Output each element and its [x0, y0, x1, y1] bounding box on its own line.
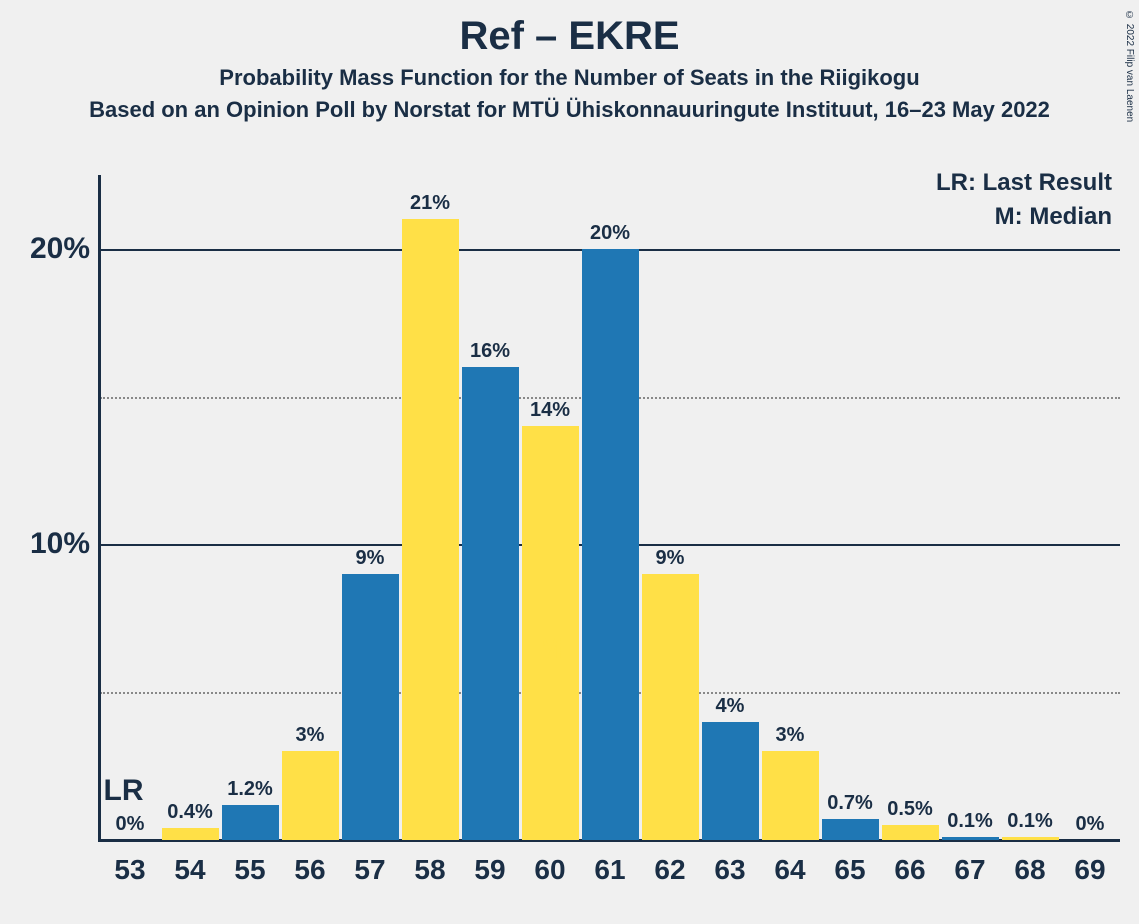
- xtick-label: 69: [1074, 840, 1105, 886]
- xtick-label: 65: [834, 840, 865, 886]
- xtick-label: 68: [1014, 840, 1045, 886]
- bar: 20%: [582, 249, 639, 840]
- bar-value-label: 4%: [716, 695, 745, 718]
- bar: 21%: [402, 219, 459, 840]
- bar-value-label: 3%: [776, 724, 805, 747]
- bar: 1.2%: [222, 805, 279, 840]
- bar: 3%: [762, 751, 819, 840]
- bar: 9%: [342, 574, 399, 840]
- bar: 16%: [462, 367, 519, 840]
- xtick-label: 66: [894, 840, 925, 886]
- bar-value-label: 14%: [530, 399, 570, 422]
- ytick-label: 10%: [30, 527, 100, 561]
- bar-value-label: 21%: [410, 192, 450, 215]
- bar-value-label: 0.1%: [947, 810, 993, 833]
- copyright-text: © 2022 Filip van Laenen: [1124, 10, 1135, 122]
- bar-value-label: 3%: [296, 724, 325, 747]
- xtick-label: 60: [534, 840, 565, 886]
- bar: 0.5%: [882, 825, 939, 840]
- xtick-label: 64: [774, 840, 805, 886]
- bar-value-label: 0.4%: [167, 801, 213, 824]
- bar-value-label: 20%: [590, 222, 630, 245]
- xtick-label: 54: [174, 840, 205, 886]
- lr-marker: LR: [104, 774, 144, 808]
- bar-value-label: 0.5%: [887, 798, 933, 821]
- bar: 3%: [282, 751, 339, 840]
- xtick-label: 61: [594, 840, 625, 886]
- chart-title: Ref – EKRE: [0, 0, 1139, 59]
- xtick-label: 57: [354, 840, 385, 886]
- bar-value-label: 0.1%: [1007, 810, 1053, 833]
- xtick-label: 55: [234, 840, 265, 886]
- chart-subtitle-1: Probability Mass Function for the Number…: [0, 65, 1139, 91]
- xtick-label: 63: [714, 840, 745, 886]
- bar: 0.4%: [162, 828, 219, 840]
- bar-value-label: 16%: [470, 340, 510, 363]
- bar-value-label: 9%: [356, 547, 385, 570]
- xtick-label: 56: [294, 840, 325, 886]
- bar: 0.7%: [822, 819, 879, 840]
- legend-median: M: Median: [995, 203, 1112, 231]
- chart-container: © 2022 Filip van Laenen Ref – EKRE Proba…: [0, 0, 1139, 924]
- bar: 9%: [642, 574, 699, 840]
- legend-lr: LR: Last Result: [936, 169, 1112, 197]
- xtick-label: 62: [654, 840, 685, 886]
- bar-value-label: 0%: [1076, 813, 1105, 836]
- y-axis: [98, 175, 101, 840]
- bar-value-label: 0%: [116, 813, 145, 836]
- median-marker: M: [538, 632, 563, 666]
- xtick-label: 59: [474, 840, 505, 886]
- bar-value-label: 0.7%: [827, 792, 873, 815]
- xtick-label: 53: [114, 840, 145, 886]
- plot-area: 10%20%LR: Last ResultM: Median0%53LR0.4%…: [100, 175, 1120, 840]
- xtick-label: 58: [414, 840, 445, 886]
- bar-value-label: 9%: [656, 547, 685, 570]
- chart-subtitle-2: Based on an Opinion Poll by Norstat for …: [0, 97, 1139, 123]
- xtick-label: 67: [954, 840, 985, 886]
- bar: 4%: [702, 722, 759, 840]
- bar-value-label: 1.2%: [227, 778, 273, 801]
- ytick-label: 20%: [30, 232, 100, 266]
